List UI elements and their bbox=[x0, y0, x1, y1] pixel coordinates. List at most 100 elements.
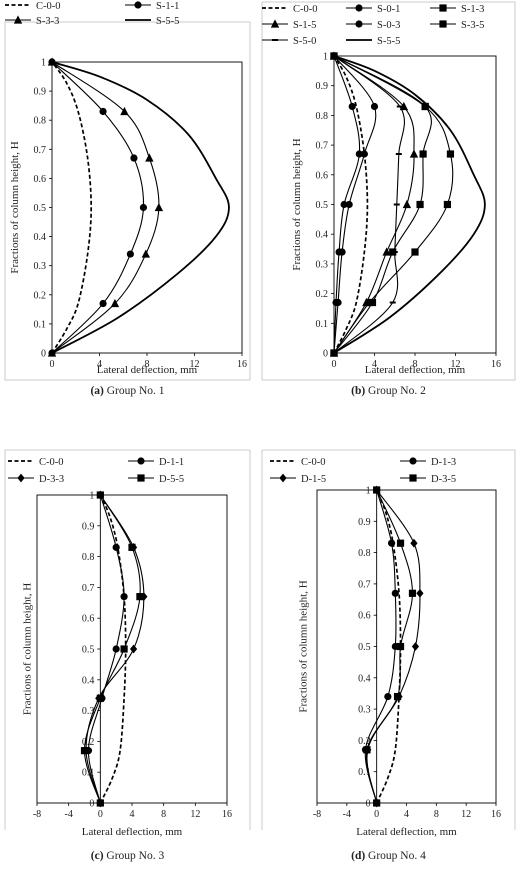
data-point bbox=[408, 589, 417, 597]
legend-entry: S-0-3 bbox=[346, 20, 400, 31]
data-point bbox=[365, 298, 374, 307]
y-tick-label: 0.3 bbox=[316, 259, 329, 270]
legend-label: D-3-3 bbox=[39, 474, 64, 485]
data-point bbox=[387, 539, 396, 547]
x-tick-label: 0 bbox=[50, 359, 55, 370]
data-point bbox=[396, 642, 405, 651]
x-tick-label: 4 bbox=[404, 809, 409, 820]
chart-frame bbox=[4, 21, 251, 381]
legend-entry: C-0-0 bbox=[8, 457, 64, 468]
data-point bbox=[360, 150, 368, 158]
data-point bbox=[96, 491, 104, 499]
legend-swatch-marker bbox=[355, 4, 363, 12]
y-tick-label: 0 bbox=[89, 799, 94, 810]
chart-frame bbox=[261, 449, 516, 830]
x-tick-label: 4 bbox=[372, 359, 377, 370]
data-point bbox=[145, 153, 154, 162]
x-tick-label: -8 bbox=[33, 809, 41, 820]
legend-swatch-marker bbox=[137, 474, 145, 482]
y-tick-label: 0.7 bbox=[316, 141, 329, 152]
series-D-5-5 bbox=[80, 491, 144, 807]
y-tick-label: 0.6 bbox=[358, 611, 371, 622]
legend-swatch-marker bbox=[137, 457, 145, 465]
series-C-0-0 bbox=[51, 61, 93, 354]
x-tick-label: 4 bbox=[97, 359, 102, 370]
data-point bbox=[393, 692, 402, 701]
y-tick-label: 0.5 bbox=[316, 200, 329, 211]
data-point bbox=[409, 149, 419, 158]
chart-2: 0 0.1 0.2 0.3 0.4 0.5 0.6 0.7 0.8 0.9 1 0 4 8 12 16 Late… bbox=[261, 1, 516, 397]
y-tick-label: 0.4 bbox=[358, 673, 371, 684]
chart-caption: (b) Group No. 2 bbox=[351, 385, 426, 397]
y-tick-label: 1 bbox=[323, 52, 328, 63]
series-S-5-5 bbox=[51, 61, 230, 354]
data-point bbox=[416, 588, 424, 598]
data-point bbox=[396, 105, 403, 108]
x-tick-label: 12 bbox=[461, 809, 471, 820]
legend-swatch-marker bbox=[439, 20, 447, 28]
legend-swatch-marker bbox=[439, 4, 447, 12]
legend-label: D-5-5 bbox=[159, 474, 184, 485]
legend-entry: S-5-5 bbox=[125, 16, 179, 27]
chart-1: 0 0.1 0.2 0.3 0.4 0.5 0.6 0.7 0.8 0.9 1 0 4 8 12 16 Late… bbox=[4, 1, 251, 397]
y-tick-label: 0 bbox=[323, 349, 328, 360]
y-tick-label: 0 bbox=[366, 799, 371, 810]
y-tick-label: 0.6 bbox=[34, 174, 47, 185]
legend-entry: S-1-1 bbox=[125, 1, 179, 12]
plot-area bbox=[316, 489, 497, 804]
y-tick-label: 0.2 bbox=[82, 737, 95, 748]
y-tick-label: 0.8 bbox=[82, 552, 95, 563]
data-point bbox=[345, 200, 353, 209]
y-tick-label: 0.8 bbox=[358, 548, 371, 559]
legend-entry: S-0-1 bbox=[346, 4, 400, 15]
data-point bbox=[391, 251, 398, 254]
y-tick-label: 0.9 bbox=[82, 521, 95, 532]
data-point bbox=[416, 200, 424, 209]
y-tick-label: 0.2 bbox=[34, 290, 47, 301]
x-tick-label: -8 bbox=[313, 809, 321, 820]
legend-label: S-0-3 bbox=[377, 20, 400, 31]
y-tick-label: 0.1 bbox=[34, 319, 47, 330]
chart-caption: (d) Group No. 4 bbox=[351, 850, 426, 862]
legend-entry: S-1-5 bbox=[262, 19, 316, 31]
data-point bbox=[373, 486, 381, 494]
data-point bbox=[402, 199, 412, 209]
legend-label: S-5-5 bbox=[156, 16, 179, 27]
legend-entry: D-5-5 bbox=[128, 474, 184, 485]
legend-label: S-1-5 bbox=[293, 20, 316, 31]
data-point bbox=[96, 694, 104, 702]
legend-entry: C-0-0 bbox=[262, 4, 318, 15]
data-point bbox=[395, 153, 402, 156]
legend-entry: D-1-5 bbox=[270, 473, 326, 485]
legend-label: D-3-5 bbox=[431, 474, 456, 485]
legend-label: S-1-1 bbox=[156, 1, 179, 12]
y-tick-label: 0.1 bbox=[358, 767, 371, 778]
legend-swatch-marker bbox=[279, 473, 287, 483]
legend-label: C-0-0 bbox=[293, 4, 318, 15]
legend-label: D-1-1 bbox=[159, 457, 184, 468]
y-tick-label: 0.5 bbox=[358, 642, 371, 653]
data-point bbox=[411, 248, 419, 256]
legend-entry: D-3-5 bbox=[400, 474, 456, 485]
chart-3: 0 0.1 0.2 0.3 0.4 0.5 0.6 0.7 0.8 0.9 1 -8 -4 0 4 8 12 16… bbox=[4, 449, 251, 862]
legend-label: D-1-3 bbox=[431, 457, 456, 468]
data-point bbox=[340, 200, 348, 209]
data-point bbox=[399, 101, 409, 111]
data-point bbox=[410, 538, 418, 548]
chart-frame bbox=[261, 1, 516, 381]
data-point bbox=[443, 200, 451, 209]
data-point bbox=[389, 301, 396, 304]
y-tick-label: 0.1 bbox=[316, 319, 329, 330]
data-point bbox=[419, 150, 427, 158]
y-tick-label: 1 bbox=[366, 486, 371, 497]
y-tick-label: 0 bbox=[41, 349, 46, 360]
data-point bbox=[393, 203, 400, 206]
legend-swatch-marker bbox=[17, 473, 25, 483]
caption-text: Group No. 4 bbox=[365, 850, 426, 862]
x-tick-label: -4 bbox=[64, 809, 72, 820]
y-tick-label: 0.4 bbox=[316, 230, 329, 241]
y-tick-label: 0.6 bbox=[316, 170, 329, 181]
data-point bbox=[99, 107, 107, 116]
series-line bbox=[375, 489, 402, 804]
x-tick-label: 16 bbox=[222, 809, 232, 820]
